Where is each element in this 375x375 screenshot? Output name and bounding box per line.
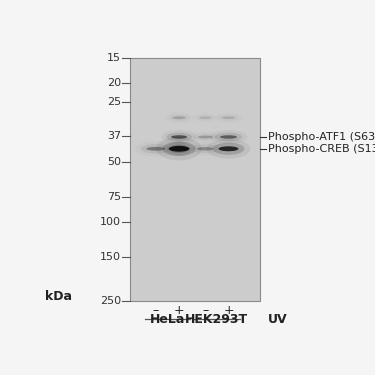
Ellipse shape xyxy=(197,147,214,150)
Ellipse shape xyxy=(220,135,237,139)
Text: +: + xyxy=(223,304,234,316)
FancyBboxPatch shape xyxy=(130,58,261,300)
Ellipse shape xyxy=(192,144,219,153)
Ellipse shape xyxy=(146,147,165,151)
Text: 37: 37 xyxy=(107,131,121,141)
Text: Phospho-CREB (S133): Phospho-CREB (S133) xyxy=(268,144,375,154)
Text: 150: 150 xyxy=(100,252,121,261)
Text: +: + xyxy=(174,304,184,316)
Ellipse shape xyxy=(172,116,186,119)
Ellipse shape xyxy=(166,133,192,141)
Text: HEK293T: HEK293T xyxy=(185,313,249,326)
Ellipse shape xyxy=(198,135,213,138)
Ellipse shape xyxy=(213,142,244,155)
Text: 15: 15 xyxy=(107,53,121,63)
Text: 100: 100 xyxy=(100,216,121,226)
Text: –: – xyxy=(202,304,208,316)
Ellipse shape xyxy=(215,133,242,141)
Ellipse shape xyxy=(219,146,239,151)
Text: Phospho-ATF1 (S63): Phospho-ATF1 (S63) xyxy=(268,132,375,142)
Ellipse shape xyxy=(141,144,171,153)
Text: 25: 25 xyxy=(107,97,121,107)
Ellipse shape xyxy=(170,144,188,153)
Ellipse shape xyxy=(169,146,189,152)
Text: 20: 20 xyxy=(107,78,121,88)
Text: 50: 50 xyxy=(107,157,121,167)
Text: UV: UV xyxy=(268,313,287,326)
Ellipse shape xyxy=(166,142,192,156)
Ellipse shape xyxy=(156,137,202,160)
Ellipse shape xyxy=(207,139,251,159)
Ellipse shape xyxy=(162,142,196,156)
Ellipse shape xyxy=(174,147,185,150)
Text: HeLa: HeLa xyxy=(150,313,185,326)
Text: 250: 250 xyxy=(100,296,121,306)
Text: –: – xyxy=(153,304,159,316)
Ellipse shape xyxy=(171,135,187,139)
Ellipse shape xyxy=(222,117,235,119)
Ellipse shape xyxy=(199,117,211,119)
Text: kDa: kDa xyxy=(45,290,72,303)
Text: 75: 75 xyxy=(107,192,121,202)
